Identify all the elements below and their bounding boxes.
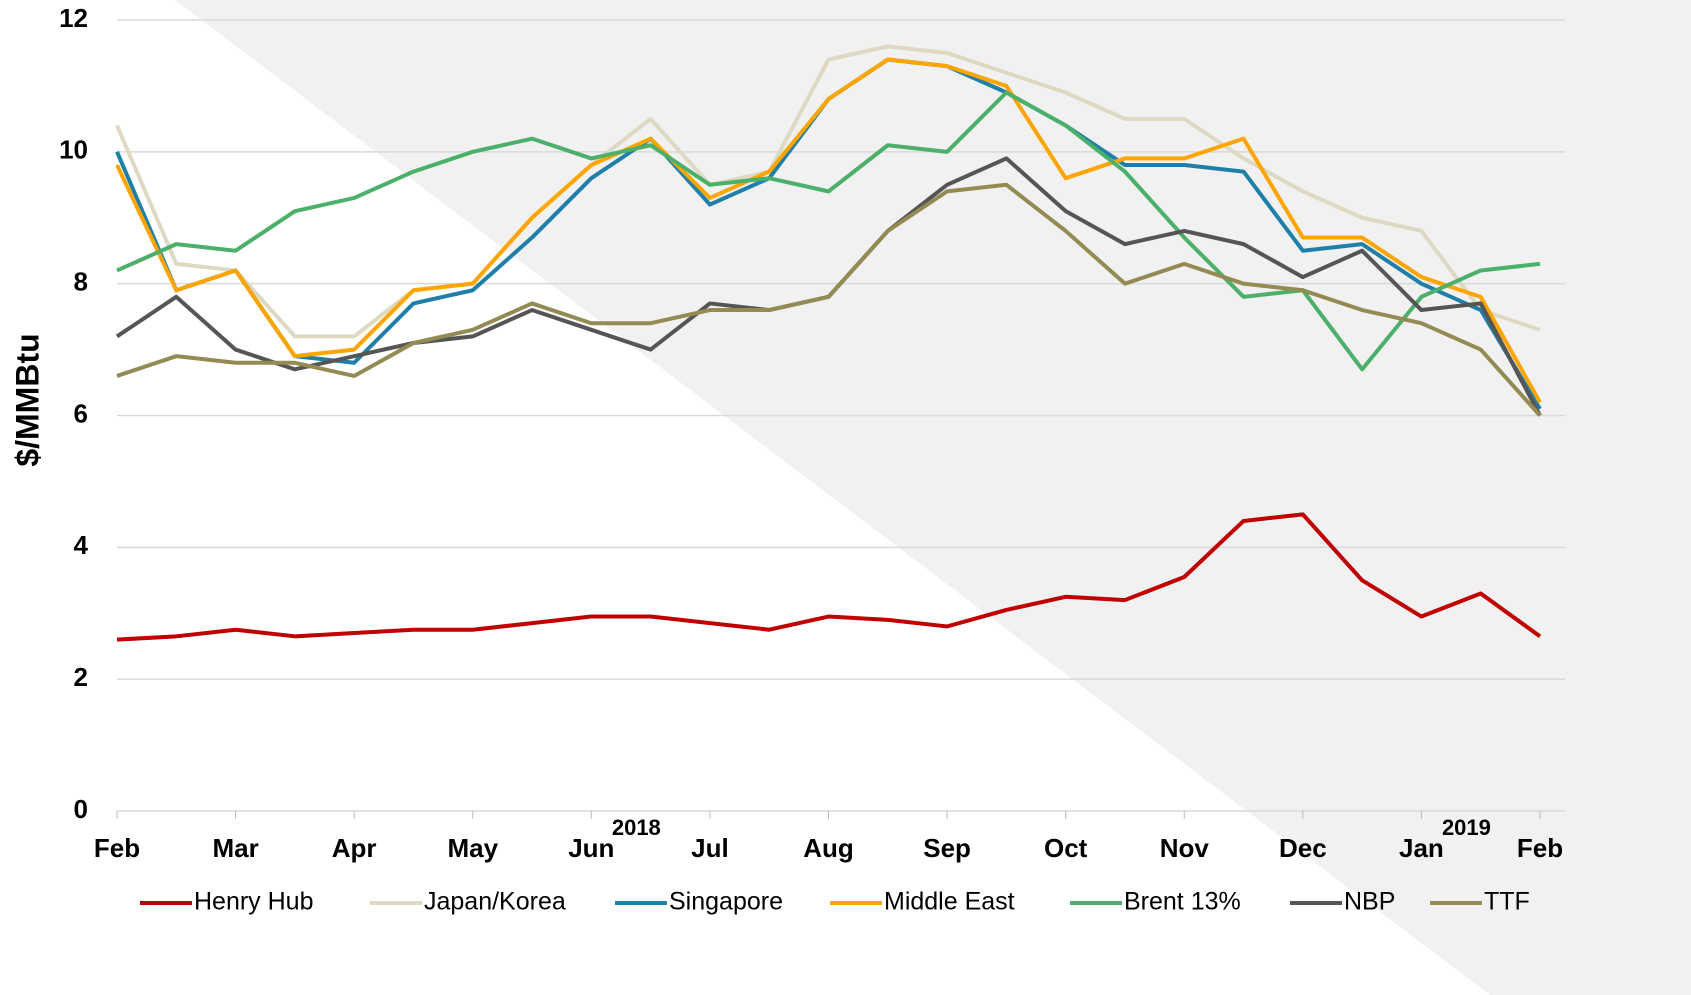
series-line <box>116 182 1542 417</box>
x-tick-label: Jun <box>568 833 614 863</box>
series-line <box>116 512 1542 642</box>
legend-label: TTF <box>1484 888 1530 916</box>
y-tick-label: 4 <box>74 530 89 560</box>
y-tick-label: 12 <box>59 3 88 33</box>
x-tick-label: Feb <box>1517 833 1563 863</box>
year-label: 2018 <box>612 815 661 840</box>
legend-label: NBP <box>1344 888 1395 916</box>
y-axis-label: $/MMBtu <box>9 333 45 466</box>
y-tick-label: 8 <box>74 267 88 297</box>
series-line <box>115 57 1542 404</box>
x-tick-label: May <box>447 833 498 863</box>
x-tick-label: Aug <box>803 833 854 863</box>
legend-label: Brent 13% <box>1124 888 1241 916</box>
x-tick-label: Dec <box>1279 833 1327 863</box>
y-tick-label: 2 <box>74 662 88 692</box>
legend-label: Henry Hub <box>194 888 314 916</box>
legend-label: Japan/Korea <box>424 888 566 916</box>
y-tick-label: 0 <box>74 794 88 824</box>
x-tick-label: Jul <box>691 833 729 863</box>
x-tick-label: Feb <box>94 833 140 863</box>
x-tick-label: Apr <box>332 833 377 863</box>
y-tick-label: 10 <box>59 135 88 165</box>
x-tick-label: Mar <box>212 833 258 863</box>
legend-label: Middle East <box>884 888 1015 916</box>
x-tick-label: Jan <box>1399 833 1444 863</box>
x-tick-label: Oct <box>1044 833 1088 863</box>
series-line <box>115 44 1541 339</box>
legend-label: Singapore <box>669 888 783 916</box>
x-tick-label: Sep <box>923 833 971 863</box>
y-tick-label: 6 <box>74 398 88 428</box>
year-label: 2019 <box>1442 815 1491 840</box>
x-tick-label: Nov <box>1160 833 1210 863</box>
